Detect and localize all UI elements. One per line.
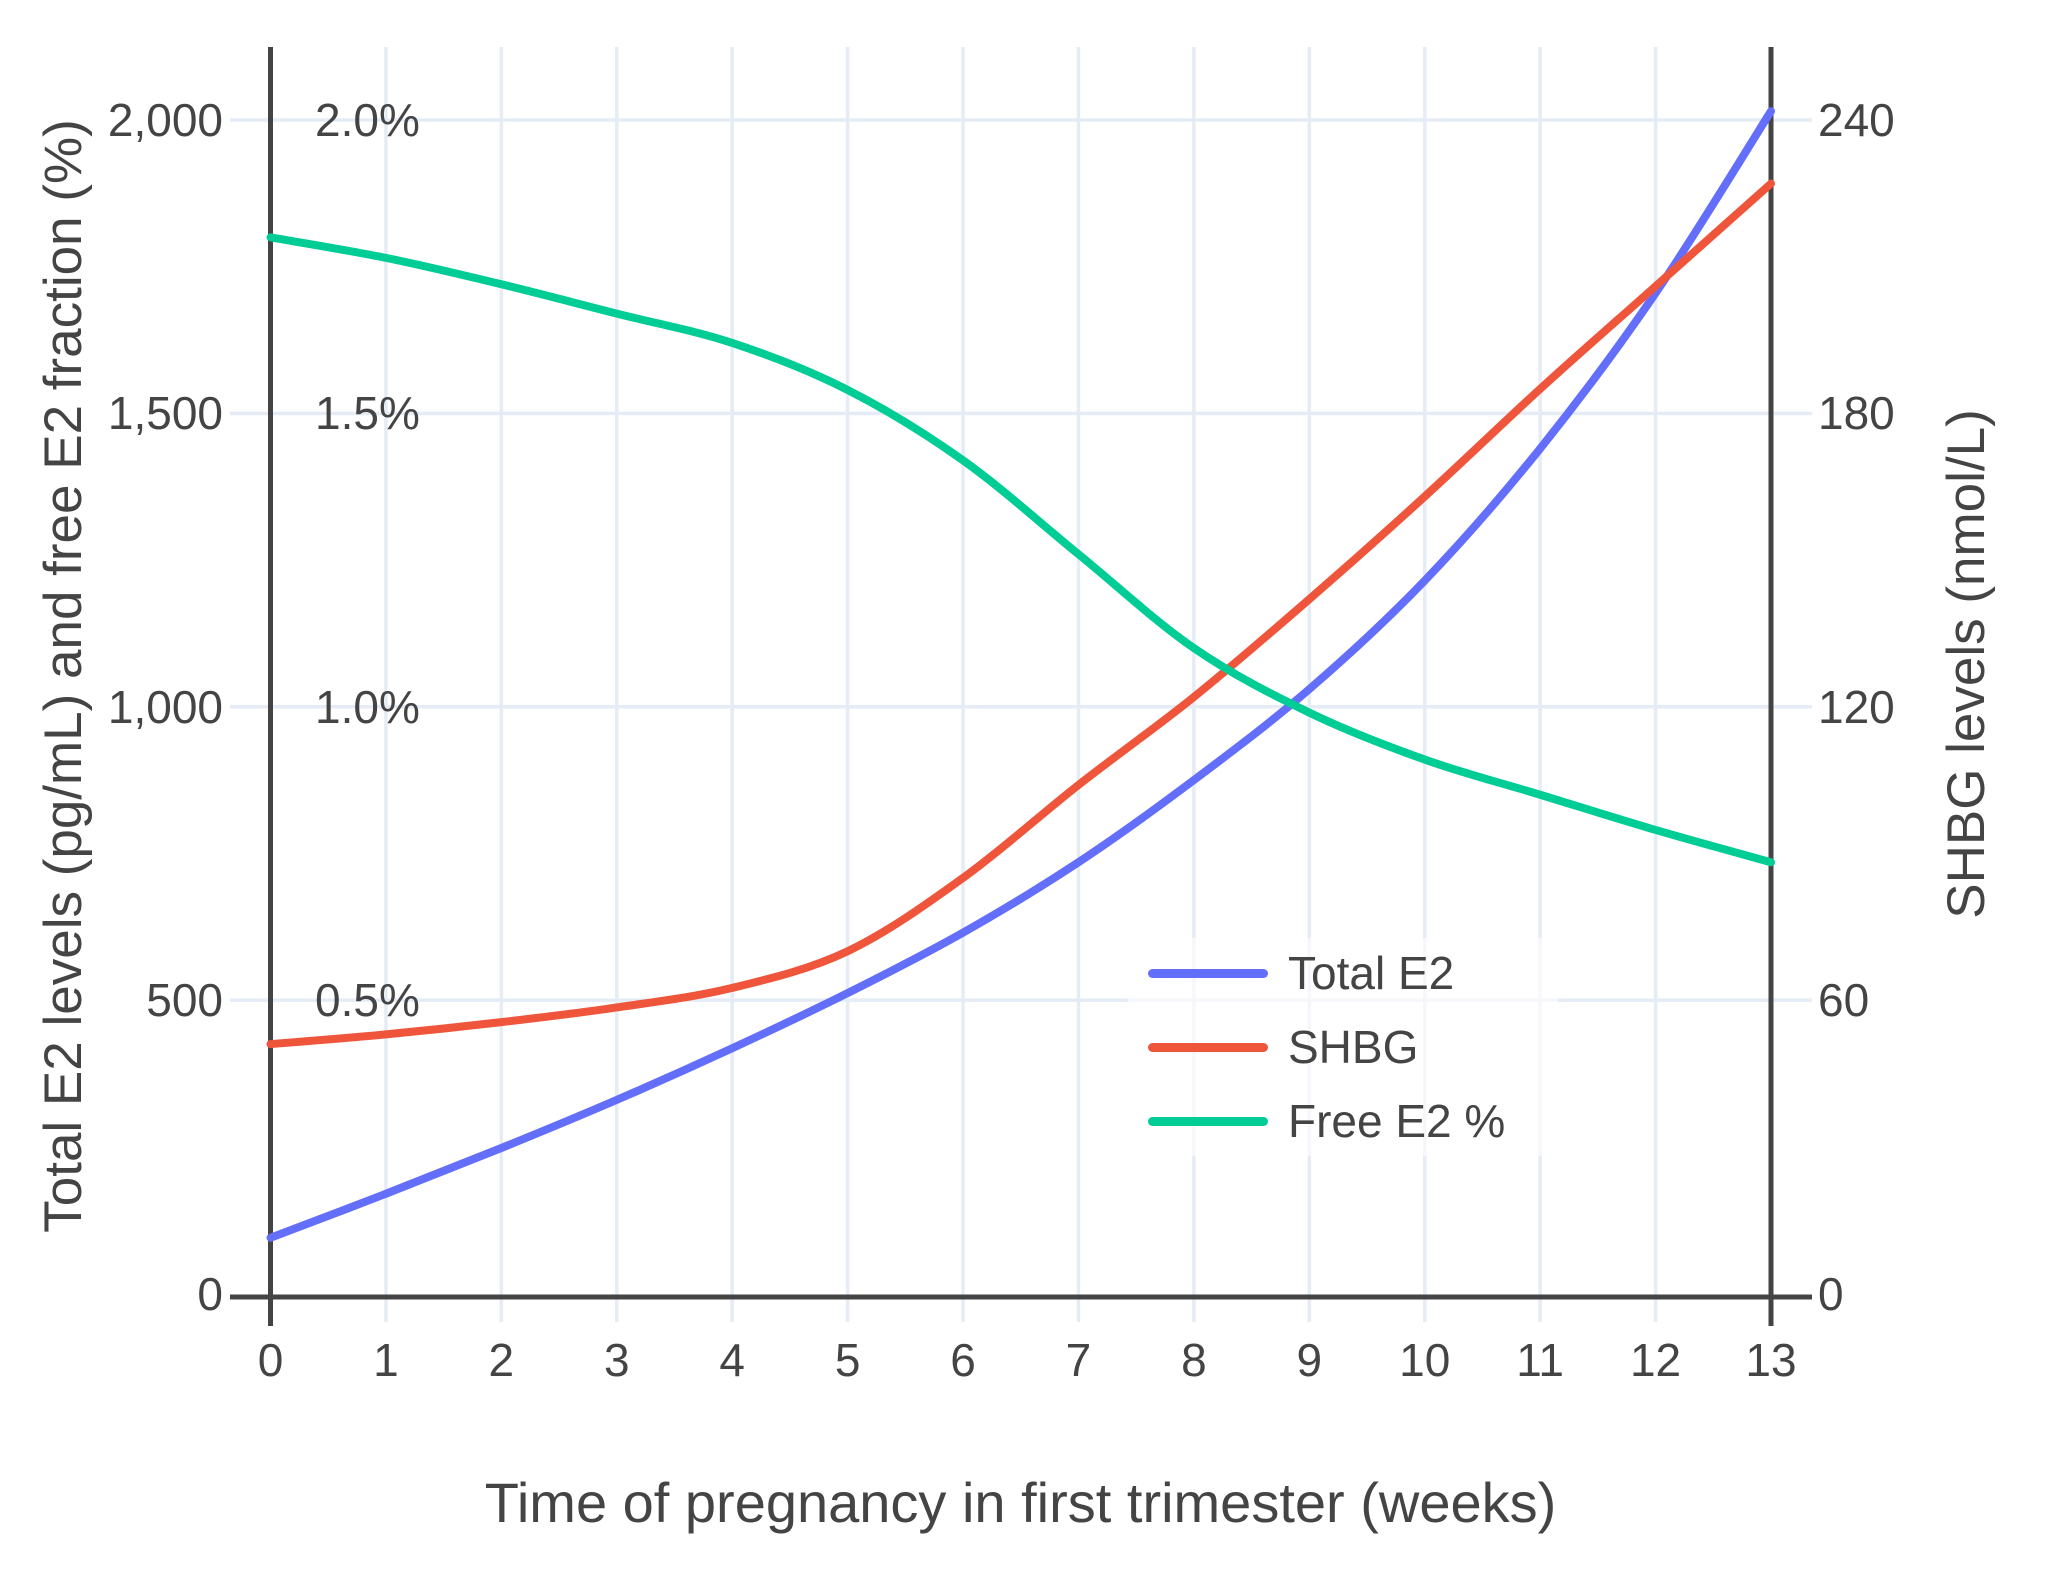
legend-item-free-e2-[interactable]: Free E2 %: [1128, 1084, 1558, 1158]
x-tick-label: 12: [1629, 1334, 1682, 1386]
legend-swatch-line: [1148, 968, 1268, 978]
legend-label: SHBG: [1288, 1021, 1419, 1073]
pct-tick-label: 1.5%: [315, 387, 420, 440]
x-tick-label: 7: [1065, 1334, 1092, 1386]
x-tick-label: 13: [1745, 1334, 1797, 1386]
x-tick-label: 6: [950, 1334, 976, 1386]
y-left-tick-label: 0: [197, 1267, 223, 1320]
pct-tick-label: 0.5%: [315, 974, 420, 1027]
x-tick-label: 3: [603, 1334, 630, 1386]
y-right-tick-label: 60: [1818, 974, 1870, 1027]
legend-item-total-e2[interactable]: Total E2: [1128, 936, 1558, 1010]
legend-swatch-line: [1148, 1116, 1268, 1126]
legend-label: Total E2: [1288, 947, 1455, 999]
x-tick-label: 11: [1516, 1334, 1565, 1386]
y-left-tick-label: 500: [146, 974, 223, 1027]
y-left-tick-label: 1,500: [107, 387, 223, 440]
right-y-axis-title: SHBG levels (nmol/L): [1937, 409, 1996, 919]
x-tick-label: 5: [834, 1334, 861, 1386]
x-axis-title: Time of pregnancy in first trimester (we…: [484, 1471, 1557, 1534]
x-tick-label: 0: [257, 1334, 284, 1386]
x-tick-label: 2: [488, 1334, 515, 1386]
y-left-tick-label: 1,000: [107, 680, 223, 733]
y-right-tick-label: 180: [1818, 387, 1895, 440]
x-tick-label: 4: [719, 1334, 745, 1386]
y-left-tick-label: 2,000: [107, 94, 223, 146]
pct-tick-label: 1.0%: [315, 680, 420, 733]
x-tick-label: 1: [373, 1334, 399, 1386]
series-line-total-e2[interactable]: [266, 107, 1775, 1242]
y-right-tick-label: 120: [1818, 680, 1895, 733]
x-tick-label: 10: [1399, 1334, 1451, 1386]
left-y-axis-title: Total E2 levels (pg/mL) and free E2 frac…: [34, 119, 93, 1233]
y-right-tick-label: 240: [1818, 94, 1895, 146]
series-line-free-e2-[interactable]: [266, 233, 1775, 867]
legend-label: Free E2 %: [1288, 1095, 1506, 1147]
series-line-shbg[interactable]: [266, 179, 1775, 1049]
x-tick-label: 8: [1181, 1334, 1207, 1386]
legend-item-shbg[interactable]: SHBG: [1128, 1010, 1558, 1084]
legend-swatch-line: [1148, 1042, 1268, 1052]
legend: Total E2 SHBG Free E2 %: [1128, 938, 1558, 1156]
x-tick-label: 9: [1296, 1334, 1323, 1386]
y-right-tick-label: 0: [1818, 1267, 1844, 1320]
pct-tick-label: 2.0%: [315, 94, 420, 146]
